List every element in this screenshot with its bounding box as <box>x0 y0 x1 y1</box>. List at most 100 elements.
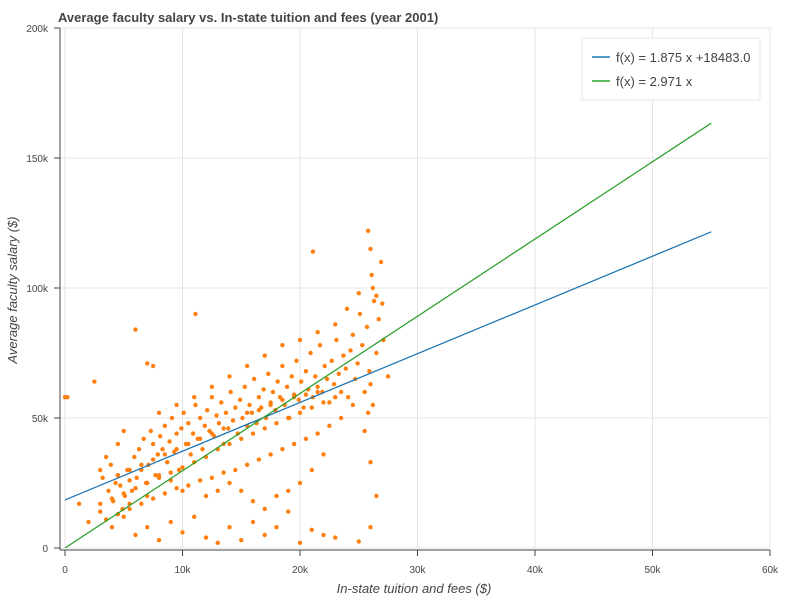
scatter-point <box>176 467 182 473</box>
scatter-point <box>239 538 244 543</box>
scatter-point <box>262 353 267 358</box>
scatter-point <box>343 366 349 371</box>
legend-label-series-2: f(x) = 2.971 x <box>616 74 693 89</box>
y-tick-label: 150k <box>26 154 49 165</box>
scatter-point <box>374 293 379 298</box>
scatter-point <box>303 392 309 397</box>
scatter-point <box>274 421 279 426</box>
scatter-point <box>157 434 163 439</box>
scatter-point <box>301 405 306 410</box>
scatter-point <box>180 488 185 493</box>
scatter-point <box>327 400 332 405</box>
fit-line-series-2 <box>64 122 712 549</box>
scatter-point <box>174 431 179 436</box>
scatter-point <box>230 418 236 423</box>
scatter-point <box>221 470 226 475</box>
scatter-point <box>145 525 150 530</box>
scatter-point <box>139 462 144 467</box>
scatter-point <box>118 483 123 488</box>
scatter-point <box>355 361 360 366</box>
scatter-point <box>297 337 303 343</box>
scatter-point <box>193 402 198 408</box>
scatter-point <box>160 447 165 452</box>
scatter-point <box>365 410 371 415</box>
scatter-point <box>180 465 185 470</box>
scatter-point <box>356 291 361 296</box>
scatter-point <box>115 441 121 447</box>
scatter-point <box>369 272 374 278</box>
scatter-point <box>186 483 191 488</box>
scatter-point <box>244 462 250 467</box>
scatter-point <box>227 441 232 447</box>
scatter-point <box>249 410 255 415</box>
scatter-point <box>298 379 304 384</box>
scatter-point <box>221 426 226 431</box>
scatter-point <box>192 395 197 400</box>
scatter-points <box>62 228 391 545</box>
scatter-point <box>368 246 373 252</box>
scatter-point <box>202 423 208 428</box>
scatter-point <box>313 374 318 379</box>
scatter-point <box>289 374 294 379</box>
scatter-point <box>362 389 367 395</box>
legend: f(x) = 1.875 x +18483.0 f(x) = 2.971 x <box>581 37 761 101</box>
scatter-point <box>240 415 245 421</box>
scatter-point <box>344 306 350 311</box>
scatter-point <box>223 410 229 415</box>
scatter-point <box>168 519 173 525</box>
scatter-point <box>286 415 291 421</box>
y-tick-label: 100k <box>26 284 49 295</box>
scatter-point <box>215 488 220 493</box>
y-axis-label: Average faculty salary ($) <box>5 216 20 364</box>
scatter-point <box>197 478 203 483</box>
scatter-point <box>286 488 291 493</box>
x-tick-label: 10k <box>174 565 191 576</box>
scatter-point <box>203 535 209 540</box>
scatter-point <box>156 410 162 415</box>
scatter-point <box>92 379 97 384</box>
scatter-point <box>360 343 365 348</box>
scatter-point <box>156 475 162 480</box>
scatter-point <box>129 488 135 493</box>
scatter-point <box>165 460 170 465</box>
scatter-point <box>333 322 338 327</box>
scatter-point <box>338 389 344 395</box>
scatter-point <box>309 527 314 532</box>
x-tick-label: 0 <box>62 565 68 576</box>
scatter-point <box>108 462 114 467</box>
scatter-point <box>150 441 156 447</box>
scatter-point <box>266 371 271 376</box>
scatter-point <box>121 428 126 434</box>
scatter-point <box>256 395 262 400</box>
scatter-point <box>121 491 126 496</box>
scatter-point <box>139 501 144 506</box>
scatter-point <box>274 525 279 530</box>
scatter-point <box>374 493 379 499</box>
scatter-point <box>106 488 111 493</box>
scatter-point <box>203 493 209 499</box>
scatter-point <box>156 538 162 543</box>
scatter-point <box>162 423 168 428</box>
scatter-point <box>115 473 121 478</box>
scatter-point <box>345 395 351 400</box>
chart-title: Average faculty salary vs. In-state tuit… <box>58 10 438 25</box>
scatter-point <box>100 475 105 480</box>
scatter-point <box>333 395 338 400</box>
scatter-point <box>209 431 215 436</box>
scatter-point <box>127 467 132 473</box>
scatter-point <box>324 376 330 382</box>
scatter-point <box>362 428 367 434</box>
scatter-point <box>197 415 203 421</box>
scatter-point <box>327 423 332 428</box>
scatter-point <box>103 454 109 460</box>
scatter-point <box>98 509 103 514</box>
scatter-point <box>341 353 346 358</box>
scatter-point <box>226 426 231 431</box>
scatter-point <box>321 452 326 457</box>
scatter-point <box>228 389 233 395</box>
scatter-point <box>192 514 197 519</box>
scatter-point <box>280 343 285 348</box>
scatter-point <box>268 452 273 457</box>
scatter-point <box>215 540 220 545</box>
scatter-point <box>309 405 314 410</box>
